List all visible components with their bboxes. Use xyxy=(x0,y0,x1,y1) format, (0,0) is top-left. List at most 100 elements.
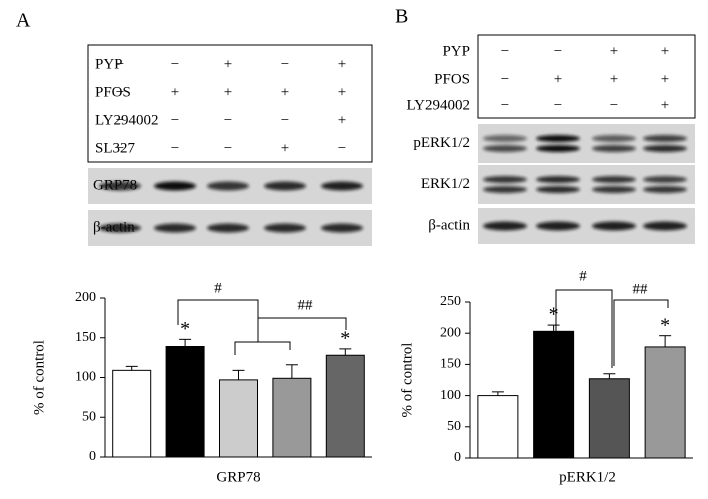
bar xyxy=(644,346,686,459)
comparison-bracket xyxy=(257,317,347,342)
blot-band xyxy=(536,221,580,231)
blot-band xyxy=(154,223,196,233)
treatment-sign: + xyxy=(338,84,346,100)
blot-band xyxy=(264,223,306,233)
treatment-sign: + xyxy=(661,71,669,87)
comparison-label: # xyxy=(579,268,587,284)
significance-mark: * xyxy=(660,314,670,336)
treatment-sign: − xyxy=(116,56,124,72)
y-tick-label: 100 xyxy=(440,388,461,403)
y-tick-label: 50 xyxy=(82,409,96,424)
comparison-label: # xyxy=(214,280,222,296)
error-bar xyxy=(125,365,138,371)
blot-band xyxy=(154,181,196,191)
treatment-sign: + xyxy=(281,140,289,156)
error-bar xyxy=(547,324,560,332)
blot-name: pERK1/2 xyxy=(413,135,470,151)
treatment-name: LY294002 xyxy=(95,112,159,128)
blot-band xyxy=(483,135,527,142)
treatment-sign: + xyxy=(610,43,618,59)
bar xyxy=(219,379,258,458)
blot-strip xyxy=(478,124,695,163)
treatment-sign: − xyxy=(116,112,124,128)
x-axis-label: pERK1/2 xyxy=(559,469,616,485)
comparison-bracket xyxy=(555,289,613,368)
comparison-bracket xyxy=(234,341,291,355)
blot-name: ERK1/2 xyxy=(421,176,470,192)
blot-band xyxy=(321,181,363,191)
bar xyxy=(165,345,205,458)
treatment-name: PYP xyxy=(95,56,123,72)
treatment-sign: − xyxy=(171,140,179,156)
y-tick-label: 150 xyxy=(75,330,96,345)
y-axis-label: % of control xyxy=(399,343,415,418)
blot-name: β-actin xyxy=(428,217,470,233)
bar xyxy=(112,369,152,458)
blot-band xyxy=(536,176,580,183)
blot-band xyxy=(207,223,249,233)
bar xyxy=(477,395,519,459)
error-bar xyxy=(339,348,352,356)
blot-band xyxy=(643,186,687,193)
y-tick-label: 100 xyxy=(75,370,96,385)
blot-band xyxy=(536,186,580,193)
treatment-sign: − xyxy=(554,43,562,59)
error-bar xyxy=(179,338,192,347)
treatment-sign: − xyxy=(171,56,179,72)
blot-strip xyxy=(478,165,695,204)
blot-band xyxy=(207,181,249,191)
treatment-sign: + xyxy=(281,84,289,100)
bar xyxy=(588,378,630,459)
blot-band xyxy=(483,221,527,231)
y-tick-label: 0 xyxy=(454,450,461,465)
significance-mark: * xyxy=(549,304,559,326)
error-bar xyxy=(659,335,672,347)
blot-band xyxy=(643,176,687,183)
y-tick-label: 0 xyxy=(89,449,96,464)
treatment-name: SL327 xyxy=(95,140,136,156)
treatment-sign: + xyxy=(661,43,669,59)
blot-band xyxy=(592,176,636,183)
bar xyxy=(325,354,365,458)
treatment-sign: − xyxy=(501,43,509,59)
significance-mark: * xyxy=(180,318,190,340)
treatment-sign: + xyxy=(610,71,618,87)
y-tick-label: 200 xyxy=(440,325,461,340)
blot-band xyxy=(483,176,527,183)
bar xyxy=(272,377,312,458)
treatment-sign: + xyxy=(338,56,346,72)
panel-label: B xyxy=(395,6,408,28)
significance-mark: * xyxy=(340,327,350,349)
error-bar xyxy=(491,391,504,396)
treatment-name: PFOS xyxy=(95,84,131,100)
comparison-label: ## xyxy=(633,281,649,297)
blot-band xyxy=(592,135,636,142)
x-axis-label: GRP78 xyxy=(216,469,260,485)
blot-band xyxy=(592,186,636,193)
blot-band xyxy=(643,145,687,152)
treatment-sign: + xyxy=(661,97,669,113)
blot-band xyxy=(643,221,687,231)
y-tick-label: 250 xyxy=(440,294,461,309)
treatment-sign: − xyxy=(224,140,232,156)
y-tick-label: 150 xyxy=(440,357,461,372)
treatment-sign: − xyxy=(224,112,232,128)
blot-band xyxy=(483,186,527,193)
blot-band xyxy=(536,135,580,142)
blot-band xyxy=(643,135,687,142)
treatment-sign: − xyxy=(338,140,346,156)
treatment-name: LY294002 xyxy=(407,97,471,113)
treatment-sign: − xyxy=(116,84,124,100)
bar xyxy=(533,330,575,459)
treatment-box xyxy=(477,34,696,119)
y-tick-label: 50 xyxy=(447,419,461,434)
treatment-sign: + xyxy=(224,56,232,72)
treatment-sign: − xyxy=(554,97,562,113)
panel-label: A xyxy=(16,10,31,32)
error-bar xyxy=(285,364,298,379)
treatment-sign: − xyxy=(610,97,618,113)
blot-band xyxy=(321,223,363,233)
comparison-label: ## xyxy=(298,297,314,313)
treatment-sign: − xyxy=(171,112,179,128)
